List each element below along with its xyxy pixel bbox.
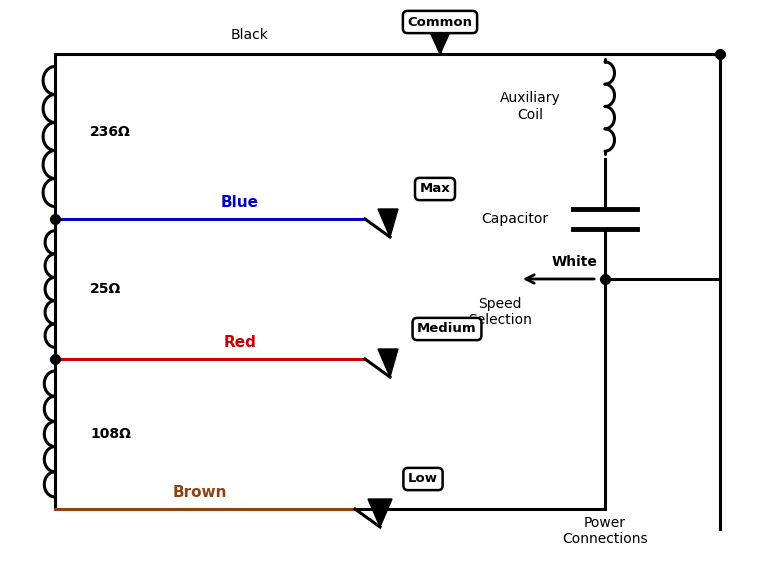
Polygon shape bbox=[430, 32, 450, 54]
Text: Brown: Brown bbox=[173, 485, 227, 500]
Text: Black: Black bbox=[231, 28, 269, 42]
Polygon shape bbox=[368, 499, 392, 527]
Text: Low: Low bbox=[408, 473, 438, 486]
Polygon shape bbox=[378, 209, 398, 237]
Text: Max: Max bbox=[419, 183, 450, 196]
Text: 236Ω: 236Ω bbox=[90, 125, 131, 139]
Text: Speed
Selection: Speed Selection bbox=[468, 297, 532, 327]
Text: Common: Common bbox=[408, 15, 472, 29]
Text: Medium: Medium bbox=[417, 323, 477, 336]
Text: Capacitor: Capacitor bbox=[482, 212, 548, 226]
Polygon shape bbox=[378, 349, 398, 377]
Text: 108Ω: 108Ω bbox=[90, 427, 131, 441]
Text: Auxiliary
Coil: Auxiliary Coil bbox=[500, 91, 561, 122]
Text: 25Ω: 25Ω bbox=[90, 282, 121, 296]
Text: Red: Red bbox=[223, 335, 257, 350]
Text: Blue: Blue bbox=[221, 195, 259, 210]
Text: White: White bbox=[551, 255, 597, 269]
Text: Power
Connections: Power Connections bbox=[562, 516, 648, 546]
